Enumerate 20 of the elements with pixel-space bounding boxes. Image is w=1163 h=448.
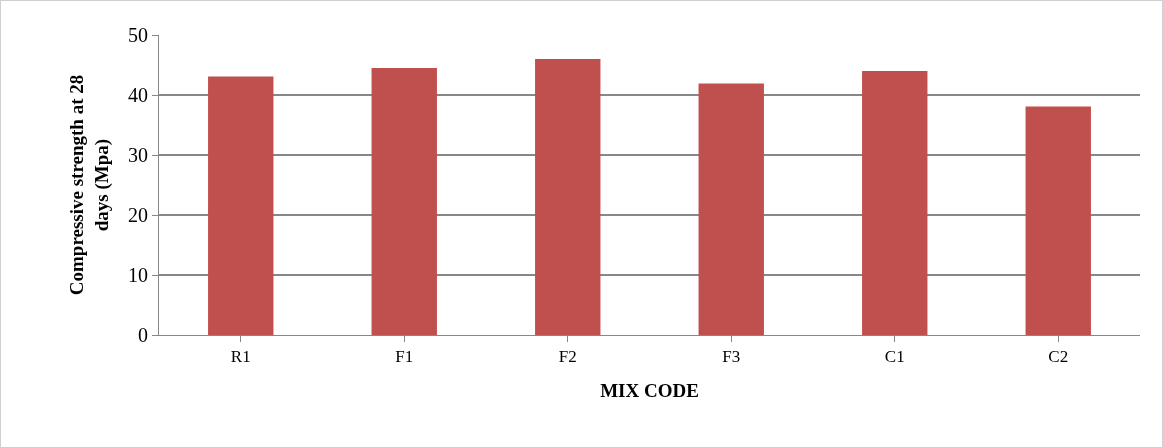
bar	[208, 76, 274, 335]
y-tick-label: 10	[128, 264, 148, 286]
bar	[371, 68, 437, 335]
x-tick-label: C1	[884, 347, 905, 367]
x-tick-label: F3	[722, 347, 741, 367]
y-tick-label: 50	[128, 24, 148, 46]
x-tick-label: C2	[1048, 347, 1069, 367]
y-tick-label: 0	[138, 324, 148, 346]
bar	[862, 71, 928, 335]
bar	[698, 83, 764, 335]
y-tick-label: 20	[128, 204, 148, 226]
bar	[1025, 106, 1091, 335]
y-tick-label: 40	[128, 84, 148, 106]
x-axis-title: MIX CODE	[600, 380, 699, 402]
bar	[535, 59, 601, 335]
x-tick-label: F2	[558, 347, 577, 367]
x-tick-label: F1	[395, 347, 414, 367]
y-axis-title: Compressive strength at 28 days (Mpa)	[66, 74, 113, 296]
y-tick-label: 30	[128, 144, 148, 166]
x-tick-label: R1	[230, 347, 251, 367]
